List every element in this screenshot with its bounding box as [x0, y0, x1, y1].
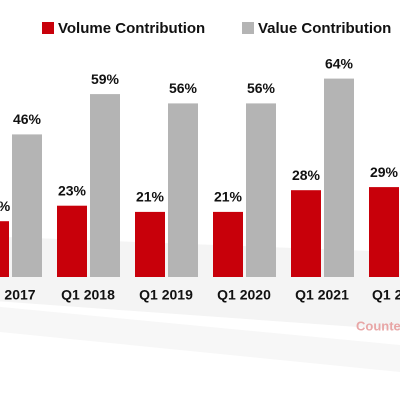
x-tick-label: Q1 2019	[139, 287, 193, 303]
legend-swatch	[42, 22, 54, 34]
data-label: 64%	[325, 55, 354, 71]
data-label: 21%	[136, 189, 165, 205]
data-label: 29%	[370, 164, 399, 180]
x-tick-label: 2017	[4, 287, 35, 303]
data-label: 56%	[247, 80, 276, 96]
bar	[369, 187, 399, 277]
data-label: 59%	[91, 71, 120, 87]
bar	[246, 103, 276, 278]
x-tick-label: Q1 2020	[217, 287, 271, 303]
data-label: 23%	[58, 182, 87, 198]
bar	[168, 103, 198, 278]
bar	[12, 134, 42, 277]
data-label: 21%	[214, 189, 243, 205]
legend-label: Value Contribution	[258, 20, 391, 37]
bar	[324, 78, 354, 277]
bar	[213, 211, 243, 277]
bar	[57, 205, 87, 277]
background-shape	[0, 306, 400, 372]
legend-label: Volume Contribution	[58, 20, 205, 37]
bar	[291, 190, 321, 277]
x-tick-label: Q1 2018	[61, 287, 115, 303]
bar	[135, 211, 165, 277]
bar	[90, 94, 120, 277]
data-label: 28%	[292, 167, 321, 183]
data-label: 46%	[13, 111, 42, 127]
bar	[0, 221, 9, 277]
legend-swatch	[242, 22, 254, 34]
x-tick-label: Q1 2	[372, 287, 400, 303]
watermark: Counterp	[356, 318, 400, 333]
x-tick-label: Q1 2021	[295, 287, 349, 303]
data-label: %	[0, 198, 11, 214]
data-label: 56%	[169, 80, 198, 96]
